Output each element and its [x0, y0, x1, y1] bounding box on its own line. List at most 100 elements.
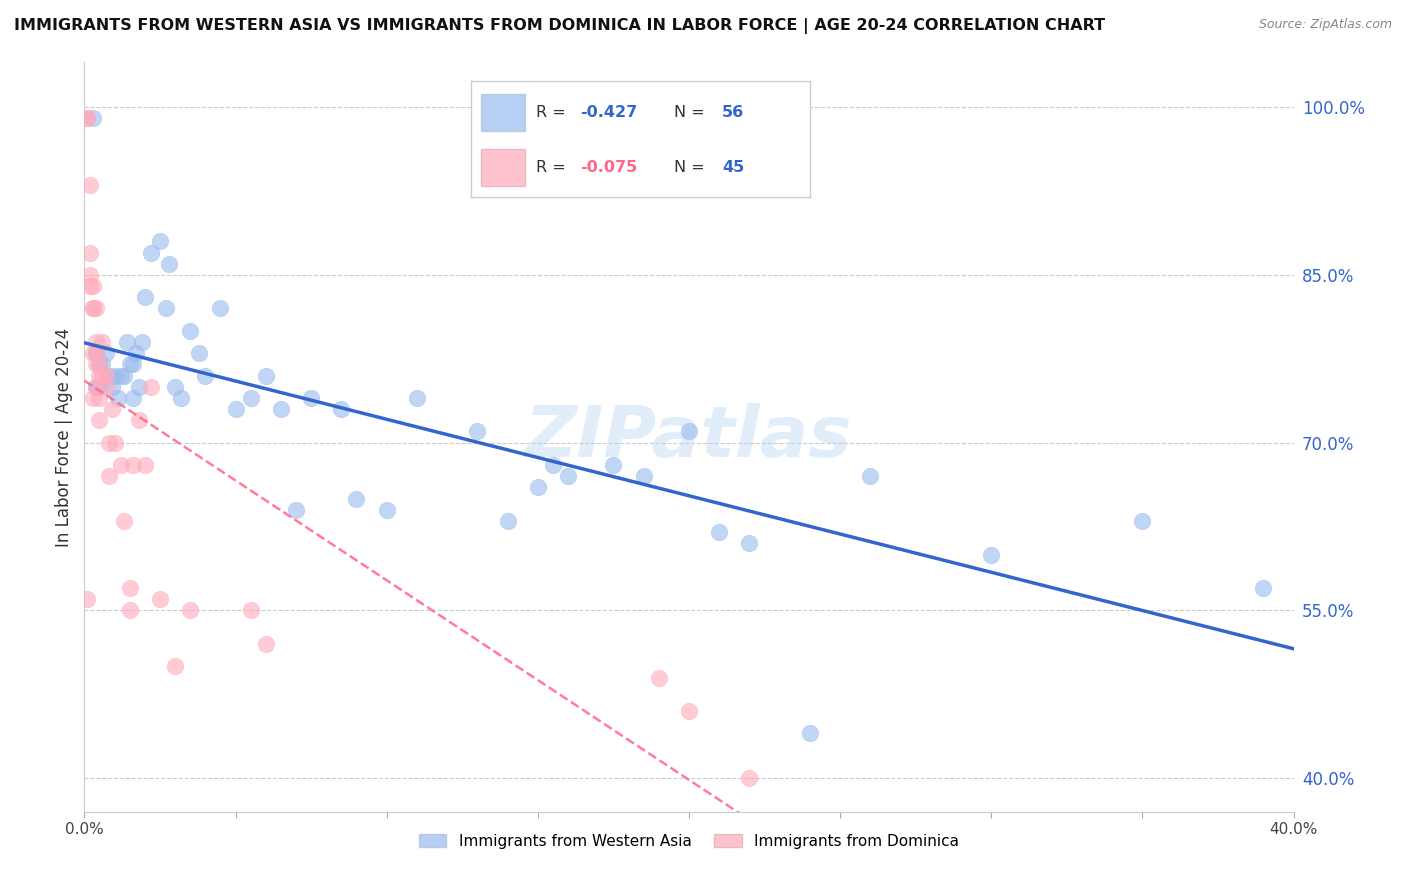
Point	[467, 425, 489, 439]
Point	[254, 637, 277, 651]
Point	[79, 279, 101, 293]
Point	[115, 334, 138, 349]
Point	[76, 112, 98, 126]
Point	[89, 380, 111, 394]
Point	[110, 368, 132, 383]
Point	[86, 358, 108, 372]
Point	[104, 435, 127, 450]
Point	[110, 458, 132, 472]
Point	[738, 536, 761, 550]
Point	[602, 458, 624, 472]
Point	[299, 391, 322, 405]
Point	[86, 380, 108, 394]
Point	[82, 391, 104, 405]
Point	[648, 671, 671, 685]
Point	[104, 368, 127, 383]
Point	[82, 301, 104, 316]
Point	[139, 380, 162, 394]
Point	[118, 358, 141, 372]
Point	[149, 592, 172, 607]
Point	[678, 704, 700, 718]
Point	[94, 380, 117, 394]
Point	[112, 368, 135, 383]
Point	[165, 380, 187, 394]
Point	[179, 603, 201, 617]
Point	[121, 391, 143, 405]
Point	[107, 391, 129, 405]
Point	[678, 425, 700, 439]
Point	[155, 301, 177, 316]
Point	[125, 346, 148, 360]
Point	[76, 112, 98, 126]
Point	[82, 112, 104, 126]
Point	[738, 771, 761, 785]
Legend: Immigrants from Western Asia, Immigrants from Dominica: Immigrants from Western Asia, Immigrants…	[411, 826, 967, 856]
Point	[346, 491, 368, 506]
Point	[97, 368, 120, 383]
Point	[86, 346, 108, 360]
Point	[188, 346, 211, 360]
Point	[170, 391, 193, 405]
Point	[89, 358, 111, 372]
Point	[91, 358, 114, 372]
Point	[94, 368, 117, 383]
Point	[254, 368, 277, 383]
Point	[1253, 581, 1275, 595]
Point	[112, 514, 135, 528]
Point	[131, 334, 153, 349]
Point	[179, 324, 201, 338]
Point	[97, 469, 120, 483]
Point	[859, 469, 882, 483]
Point	[165, 659, 187, 673]
Point	[128, 380, 150, 394]
Point	[79, 245, 101, 260]
Point	[527, 480, 550, 494]
Point	[1130, 514, 1153, 528]
Point	[330, 402, 353, 417]
Point	[134, 458, 156, 472]
Point	[121, 358, 143, 372]
Point	[633, 469, 655, 483]
Point	[76, 592, 98, 607]
Point	[157, 257, 180, 271]
Point	[128, 413, 150, 427]
Point	[139, 245, 162, 260]
Point	[406, 391, 429, 405]
Point	[86, 334, 108, 349]
Point	[799, 726, 821, 740]
Text: Source: ZipAtlas.com: Source: ZipAtlas.com	[1258, 18, 1392, 31]
Point	[285, 502, 308, 516]
Point	[91, 368, 114, 383]
Point	[91, 334, 114, 349]
Point	[79, 268, 101, 282]
Point	[980, 548, 1002, 562]
Point	[118, 581, 141, 595]
Point	[89, 413, 111, 427]
Point	[100, 402, 122, 417]
Point	[225, 402, 247, 417]
Point	[82, 301, 104, 316]
Point	[97, 435, 120, 450]
Point	[270, 402, 292, 417]
Point	[541, 458, 564, 472]
Y-axis label: In Labor Force | Age 20-24: In Labor Force | Age 20-24	[55, 327, 73, 547]
Point	[496, 514, 519, 528]
Point	[239, 603, 262, 617]
Point	[82, 346, 104, 360]
Point	[86, 346, 108, 360]
Point	[94, 346, 117, 360]
Point	[134, 290, 156, 304]
Point	[89, 368, 111, 383]
Point	[89, 391, 111, 405]
Point	[82, 279, 104, 293]
Point	[86, 301, 108, 316]
Point	[100, 380, 122, 394]
Text: ZIPatlas: ZIPatlas	[526, 402, 852, 472]
Point	[239, 391, 262, 405]
Point	[557, 469, 579, 483]
Point	[209, 301, 232, 316]
Text: IMMIGRANTS FROM WESTERN ASIA VS IMMIGRANTS FROM DOMINICA IN LABOR FORCE | AGE 20: IMMIGRANTS FROM WESTERN ASIA VS IMMIGRAN…	[14, 18, 1105, 34]
Point	[89, 358, 111, 372]
Point	[149, 235, 172, 249]
Point	[118, 603, 141, 617]
